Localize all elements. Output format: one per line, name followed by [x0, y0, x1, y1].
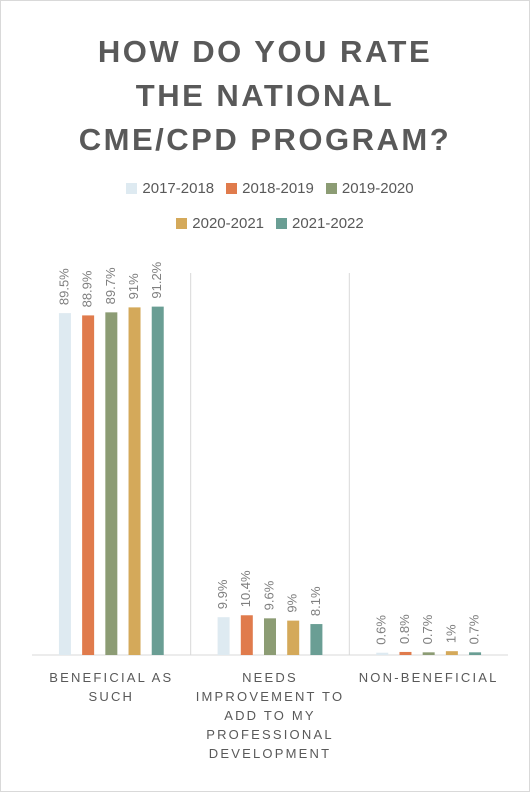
legend-swatch [325, 183, 337, 194]
x-tick-label: BENEFICIAL AS SUCH [49, 670, 174, 704]
legend-item: 2021-2022 [276, 215, 364, 232]
bar [399, 651, 412, 655]
value-label: 0.8% [397, 614, 412, 644]
value-label: 9.6% [261, 580, 276, 610]
bar [264, 618, 276, 655]
bar [287, 620, 300, 655]
value-label: 9.9% [215, 579, 230, 609]
bar [217, 617, 230, 655]
bar [445, 651, 458, 655]
value-label: 0.7% [420, 614, 435, 644]
legend-swatch [276, 218, 287, 229]
value-label: 0.7% [467, 614, 482, 644]
bar [240, 615, 253, 655]
value-label: 10.4% [238, 570, 253, 607]
value-label: 8.1% [308, 586, 323, 616]
legend-swatch [226, 183, 238, 194]
bar [128, 307, 141, 655]
x-tick-label: NEEDS IMPROVEMENT TO ADD TO MY PROFESSIO… [195, 670, 345, 761]
bar [376, 652, 389, 655]
value-label: 88.9% [80, 270, 95, 307]
legend-item: 2018-2019 [226, 180, 314, 197]
value-label: 89.5% [56, 268, 71, 305]
value-label: 0.6% [374, 615, 389, 645]
chart-title: HOW DO YOU RATE THE NATIONAL CME/CPD PRO… [78, 34, 452, 157]
bar [469, 652, 482, 655]
value-label: 89.7% [103, 267, 118, 304]
value-label: 91.2% [149, 261, 164, 298]
legend-label: 2017-2018 [142, 180, 215, 197]
bar [105, 312, 118, 655]
x-tick-label: NON-BENEFICIAL [358, 670, 499, 685]
bar [82, 315, 95, 655]
legend-label: 2019-2020 [341, 180, 414, 197]
bar [422, 652, 435, 655]
legend-item: 2020-2021 [176, 215, 264, 232]
legend-label: 2020-2021 [192, 215, 264, 232]
value-label: 91% [126, 273, 141, 299]
bar [310, 624, 323, 655]
legend-swatch [126, 183, 138, 194]
value-label: 9% [285, 593, 300, 612]
legend-label: 2021-2022 [292, 215, 364, 232]
value-label: 1% [443, 624, 458, 643]
legend-item: 2017-2018 [126, 180, 214, 197]
legend: 2017-2018 2018-2019 2019-2020 2020-2021 2021… [95, 180, 445, 232]
bar [58, 313, 71, 655]
bar [151, 306, 164, 655]
legend-swatch [176, 218, 188, 229]
legend-label: 2018-2019 [242, 180, 314, 197]
legend-item: 2019-2020 [325, 180, 414, 197]
